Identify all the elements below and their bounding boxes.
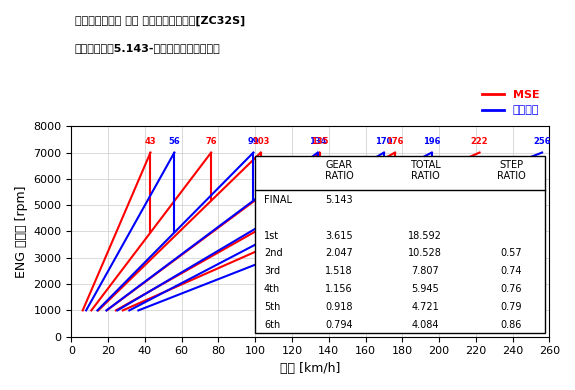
Text: 4th: 4th xyxy=(264,284,280,294)
Text: 18.592: 18.592 xyxy=(408,231,442,241)
Text: TOTAL
RATIO: TOTAL RATIO xyxy=(410,160,440,181)
Text: 5.945: 5.945 xyxy=(411,284,439,294)
Text: 1st: 1st xyxy=(264,231,279,241)
Text: 7.807: 7.807 xyxy=(411,266,439,276)
Text: 56: 56 xyxy=(168,137,180,146)
Line: ノーマル: ノーマル xyxy=(86,152,174,310)
Text: 10.528: 10.528 xyxy=(408,248,442,259)
Text: 走行性能曲線図 比較 スイフトスポーツ[ZC32S]: 走行性能曲線図 比較 スイフトスポーツ[ZC32S] xyxy=(75,16,245,26)
Text: 0.57: 0.57 xyxy=(500,248,522,259)
Text: 103: 103 xyxy=(252,137,270,146)
Text: 2.047: 2.047 xyxy=(325,248,353,259)
Text: 4.721: 4.721 xyxy=(411,302,439,312)
Text: 196: 196 xyxy=(423,137,440,146)
MSE xyxy=(79,308,86,313)
Text: 176: 176 xyxy=(386,137,404,146)
X-axis label: 車速 [km/h]: 車速 [km/h] xyxy=(280,362,340,375)
Text: STEP
RATIO: STEP RATIO xyxy=(497,160,526,181)
ノーマル xyxy=(171,150,178,155)
Text: 5th: 5th xyxy=(264,302,281,312)
Text: 3.615: 3.615 xyxy=(325,231,353,241)
Text: 0.79: 0.79 xyxy=(500,302,522,312)
ノーマル xyxy=(83,308,90,313)
Text: 6th: 6th xyxy=(264,319,280,330)
Text: 135: 135 xyxy=(311,137,328,146)
Text: ファイナル比5.143-ファイナル比ノーマル: ファイナル比5.143-ファイナル比ノーマル xyxy=(75,43,220,53)
Text: 256: 256 xyxy=(533,137,551,146)
Text: 5.143: 5.143 xyxy=(325,195,353,205)
Text: 2nd: 2nd xyxy=(264,248,283,259)
Text: 0.794: 0.794 xyxy=(325,319,353,330)
Y-axis label: ENG 回転数 [rpm]: ENG 回転数 [rpm] xyxy=(15,185,28,278)
Text: 76: 76 xyxy=(205,137,217,146)
MSE xyxy=(147,150,154,155)
Text: 1.518: 1.518 xyxy=(325,266,353,276)
Text: 1.156: 1.156 xyxy=(325,284,353,294)
Text: 43: 43 xyxy=(145,137,156,146)
Text: GEAR
RATIO: GEAR RATIO xyxy=(325,160,354,181)
Text: 99: 99 xyxy=(248,137,259,146)
Text: 0.76: 0.76 xyxy=(500,284,522,294)
Legend: MSE, ノーマル: MSE, ノーマル xyxy=(477,85,544,120)
Text: 170: 170 xyxy=(375,137,393,146)
Text: 222: 222 xyxy=(471,137,488,146)
Text: FINAL: FINAL xyxy=(264,195,292,205)
Line: MSE: MSE xyxy=(83,152,151,310)
Text: 0.918: 0.918 xyxy=(325,302,353,312)
Bar xyxy=(255,156,545,333)
Text: 0.86: 0.86 xyxy=(500,319,522,330)
Text: 0.74: 0.74 xyxy=(500,266,522,276)
Text: 4.084: 4.084 xyxy=(411,319,439,330)
Text: 134: 134 xyxy=(309,137,327,146)
Text: 3rd: 3rd xyxy=(264,266,280,276)
